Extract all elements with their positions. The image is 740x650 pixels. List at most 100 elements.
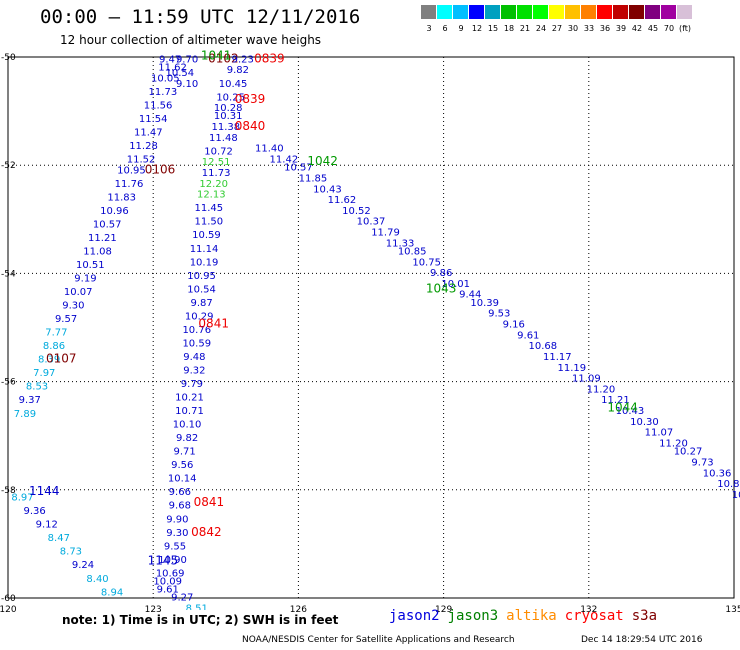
swh-value: 9.82 (176, 433, 198, 444)
map-grid (7, 56, 735, 599)
lat-tick-label: -54 (1, 269, 16, 279)
pass-time-label: 1041 (201, 49, 232, 63)
page-title: 00:00 – 11:59 UTC 12/11/2016 (40, 6, 361, 28)
swh-value: 9.23 (232, 54, 254, 65)
lon-tick-label: 123 (145, 605, 162, 615)
scale-label: 18 (503, 24, 515, 33)
swh-value: 9.12 (36, 520, 58, 531)
scale-label: 39 (615, 24, 627, 33)
swh-value: 11.79 (371, 228, 400, 239)
scale-swatch (469, 5, 485, 19)
swh-value: 10.57 (284, 163, 313, 174)
swh-value: 11.38 (211, 122, 240, 133)
lon-tick-label: 132 (580, 605, 597, 615)
pass-time-label: 1042 (307, 154, 338, 168)
scale-swatch (565, 5, 581, 19)
lat-tick-label: -58 (1, 486, 16, 496)
scale-label: 24 (535, 24, 547, 33)
swh-value: 8.47 (48, 533, 70, 544)
swh-value: 9.24 (72, 560, 94, 571)
satellite-tracks: 9.4711.6210.0511.7311.5611.5411.4711.281… (11, 49, 740, 610)
scale-labels: 3 6 9 12 15 18 21 24 27 30 33 36 39 42 45 70 (ft) (421, 19, 693, 33)
swh-value: 11.42 (270, 154, 299, 165)
scale-swatch (645, 5, 661, 19)
swh-value: 7.77 (45, 328, 67, 339)
swh-value: 10.72 (204, 146, 233, 157)
swh-value: 9.70 (176, 54, 198, 65)
swh-value: 10.25 (216, 92, 245, 103)
lon-tick-label: 135 (725, 605, 740, 615)
swh-value: 11.19 (558, 363, 587, 374)
generation-timestamp: Dec 14 18:29:54 UTC 2016 (581, 635, 703, 645)
swh-value: 11.62 (328, 195, 357, 206)
swh-value: 8.40 (86, 574, 108, 585)
pass-time-label: 1144 (29, 484, 60, 498)
pass-time-label: 0839 (254, 51, 285, 65)
swh-value: 7.97 (33, 368, 55, 379)
scale-label: 27 (551, 24, 563, 33)
pass-time-label: 0102 (208, 51, 239, 65)
wave-height-color-scale: 3 6 9 12 15 18 21 24 27 30 33 36 39 42 45 70 (ft) (421, 5, 693, 33)
swh-value: 9.66 (169, 487, 191, 498)
swh-value: 9.19 (74, 274, 96, 285)
swh-value: 9.37 (19, 395, 41, 406)
lat-tick-label: -60 (1, 594, 16, 604)
scale-swatch (485, 5, 501, 19)
swh-value: 10.05 (151, 73, 180, 84)
swh-value: 9.27 (171, 593, 193, 604)
swh-value: 9.10 (176, 79, 198, 90)
swh-value: 11.50 (195, 217, 224, 228)
swh-value: 8.86 (43, 341, 65, 352)
swh-value: 9.73 (691, 457, 713, 468)
swh-value: 11.52 (127, 154, 156, 165)
swh-value: 12.13 (197, 190, 226, 201)
legend-s3a: s3a (631, 608, 658, 624)
legend-altika: altika (506, 608, 557, 624)
scale-label: 6 (442, 24, 448, 33)
swh-value: 8.94 (101, 587, 123, 598)
scale-swatch (437, 5, 453, 19)
swh-value: 11.09 (572, 374, 601, 385)
scale-label: (ft) (678, 24, 692, 33)
swh-value: 10.36 (703, 468, 732, 479)
swh-value: 10.90 (158, 555, 187, 566)
swh-value: 10.01 (441, 279, 470, 290)
swh-value: 9.30 (62, 301, 84, 312)
pass-time-label: 0107 (46, 352, 77, 366)
pass-time-label: 0841 (198, 317, 229, 331)
swh-value: 10.75 (412, 257, 441, 268)
swh-value: 10.30 (630, 417, 659, 428)
pass-time-label: 1044 (607, 400, 638, 414)
scale-label: 3 (426, 24, 432, 33)
legend-jason3: jason3 (447, 608, 499, 624)
swh-value: 11.21 (601, 395, 630, 406)
swh-value: 9.53 (488, 309, 510, 320)
swh-value: 9.32 (183, 365, 205, 376)
scale-label: 21 (519, 24, 531, 33)
scale-swatches (421, 5, 693, 19)
swh-value: 11.56 (144, 100, 173, 111)
swh-value: 10.78 (732, 490, 740, 501)
scale-swatch (549, 5, 565, 19)
swh-value: 10.57 (93, 219, 122, 230)
swh-value: 10.45 (219, 79, 248, 90)
swh-value: 10.19 (190, 257, 219, 268)
swh-value: 11.54 (139, 114, 168, 125)
scale-swatch (421, 5, 437, 19)
scale-swatch (629, 5, 645, 19)
scale-label: 42 (631, 24, 643, 33)
swh-value: 10.28 (214, 103, 243, 114)
scale-label: 45 (647, 24, 659, 33)
swh-value: 10.96 (100, 206, 129, 217)
scale-label: 9 (458, 24, 464, 33)
swh-value: 10.27 (674, 447, 703, 458)
swh-value: 10.29 (185, 311, 214, 322)
swh-value: 10.37 (357, 217, 386, 228)
swh-value: 10.43 (313, 184, 342, 195)
swh-value: 9.87 (190, 298, 212, 309)
swh-value: 9.71 (174, 447, 196, 458)
scale-label: 36 (599, 24, 611, 33)
swh-value: 9.55 (164, 541, 186, 552)
swh-value: 11.33 (386, 238, 415, 249)
